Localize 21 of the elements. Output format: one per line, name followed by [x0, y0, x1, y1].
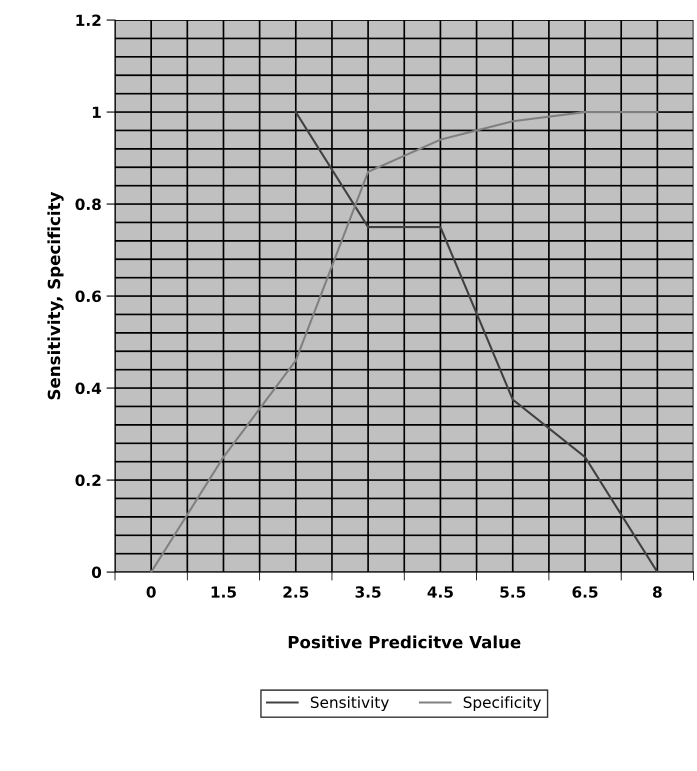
legend-label: Specificity: [464, 696, 541, 712]
y-tick-label: 1.2: [76, 14, 100, 26]
legend-label: Sensitivity: [310, 696, 389, 712]
y-tick-label: 0.6: [75, 290, 101, 302]
x-tick-label: 3.5: [356, 586, 381, 598]
x-tick-label: 1.5: [212, 586, 236, 598]
x-tick-label: 0: [146, 586, 156, 598]
x-tick-label: 8: [652, 586, 662, 598]
y-tick-label: 0.2: [75, 474, 100, 486]
x-tick-label: 6.5: [572, 586, 598, 598]
x-tick-label: 2.5: [283, 586, 308, 598]
y-tick-label: 0: [92, 566, 102, 578]
x-tick-label: 5.5: [500, 586, 526, 598]
y-tick-label: 1: [92, 106, 101, 118]
y-axis-title: Sensitivity, Specificity: [47, 192, 64, 400]
line-series: [294, 111, 658, 572]
line-series: [150, 111, 658, 572]
y-tick-label: 0.4: [75, 382, 102, 394]
y-tick-label: 0.8: [75, 198, 101, 210]
x-tick-label: 4.5: [428, 586, 453, 598]
x-axis-title: Positive Predicitve Value: [288, 635, 520, 648]
